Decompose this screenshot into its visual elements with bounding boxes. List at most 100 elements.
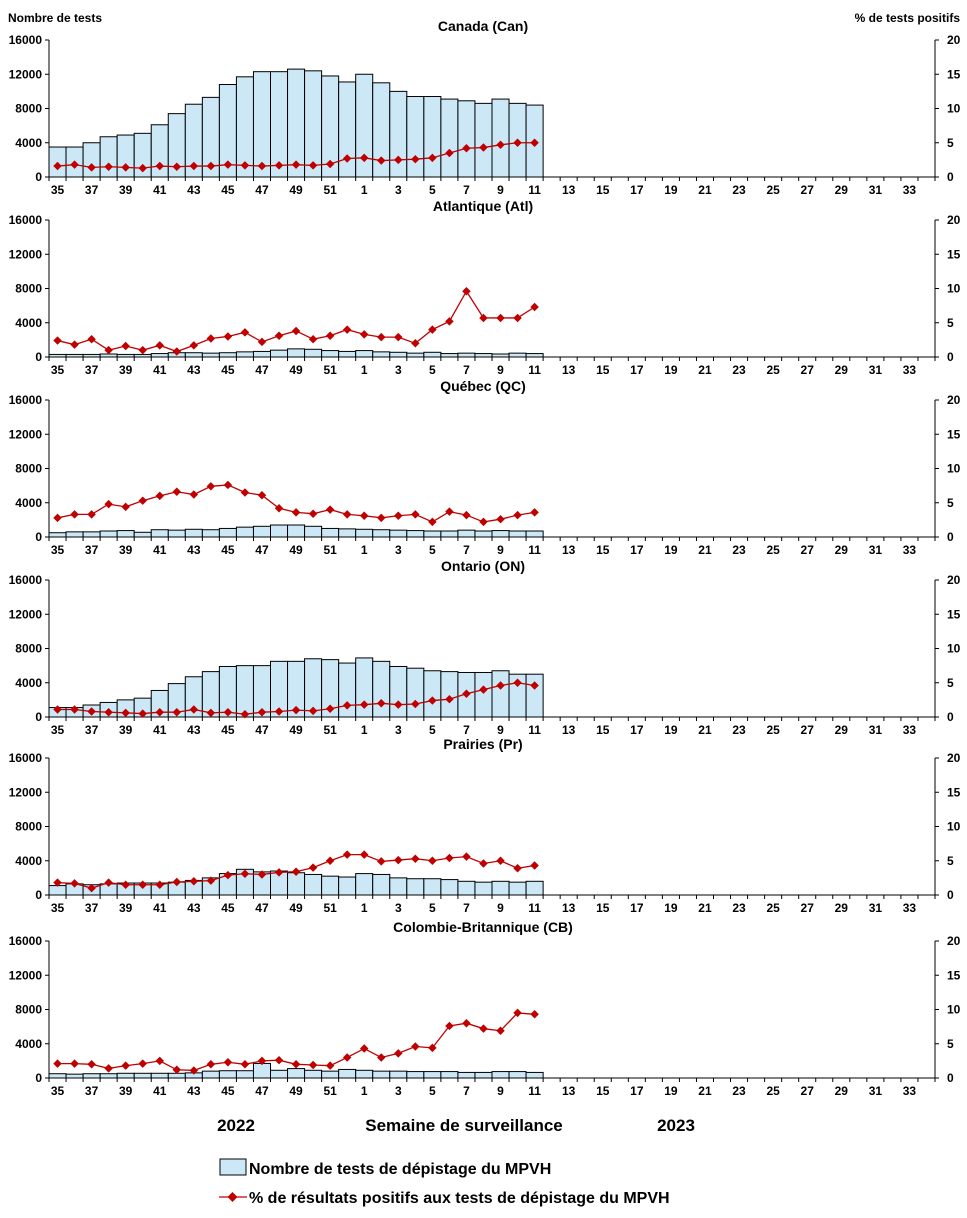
bar-week-50	[304, 348, 323, 358]
x-tick-label: 13	[562, 1084, 576, 1098]
y-right-tick-label: 20	[947, 213, 961, 227]
pct-point-week-48	[274, 503, 284, 513]
bar-week-48	[270, 524, 289, 538]
bar-week-40	[133, 531, 152, 538]
pct-point-week-10	[513, 678, 522, 687]
legend-line-marker	[227, 1192, 238, 1202]
x-tick-label: 13	[562, 363, 576, 377]
bar-week-5	[423, 530, 442, 538]
x-tick-label: 15	[596, 363, 610, 377]
x-tick-label: 19	[664, 183, 678, 197]
legend-line-label: % de résultats positifs aux tests de dép…	[249, 1190, 670, 1207]
pct-point-week-2	[377, 513, 386, 523]
panel-2: Atlantique (Atl) 0 4000 8000 12000 16000 0 5 10 1…	[9, 198, 961, 377]
x-tick-label: 35	[51, 1084, 65, 1098]
bar-week-11	[525, 880, 544, 896]
x-tick-label: 15	[596, 901, 610, 915]
bar-week-4	[406, 667, 425, 718]
x-tick-label: 13	[562, 723, 576, 737]
pct-point-week-38	[104, 1064, 113, 1073]
y-left-tick-label: 4000	[15, 1037, 42, 1051]
x-tick-label: 17	[630, 901, 644, 915]
bar-week-3	[389, 351, 408, 358]
pct-point-week-36	[70, 1059, 79, 1068]
pct-point-week-7	[462, 286, 471, 296]
bar-week-8	[474, 102, 493, 178]
y-left-tick-label: 12000	[9, 607, 43, 621]
bar-week-7	[457, 880, 476, 896]
y-right-tick-label: 15	[947, 968, 961, 982]
pct-point-week-35	[53, 161, 62, 171]
pct-point-week-50	[308, 509, 318, 518]
bar-week-2	[372, 529, 391, 538]
bar-week-2	[372, 660, 391, 718]
y-right-tick-label: 20	[947, 751, 961, 765]
y-left-tick-label: 12000	[9, 968, 43, 982]
pct-point-week-39	[121, 163, 130, 172]
x-tick-label: 27	[801, 1084, 815, 1098]
y-left-tick-label: 4000	[15, 496, 42, 510]
pct-point-week-42	[172, 1065, 182, 1075]
x-tick-label: 29	[835, 183, 849, 197]
pct-point-week-36	[70, 340, 79, 349]
pct-point-week-11	[530, 1010, 539, 1019]
x-tick-label: 3	[395, 183, 402, 197]
x-tick-label: 5	[429, 1084, 436, 1098]
pct-point-week-9	[496, 313, 505, 323]
y-right-tick-label: 5	[947, 496, 954, 510]
pct-point-week-2	[377, 332, 386, 342]
pct-point-week-52	[342, 154, 352, 163]
x-tick-label: 7	[463, 1084, 470, 1098]
bar-week-46	[235, 1070, 254, 1079]
bar-week-11	[525, 673, 544, 718]
bar-week-46	[235, 351, 254, 358]
y-left-tick-label: 4000	[15, 316, 42, 330]
y-right-tick-label: 5	[947, 676, 954, 690]
pct-point-week-50	[308, 334, 318, 344]
pct-point-week-39	[121, 341, 130, 351]
bar-week-37	[82, 531, 101, 538]
bar-week-51	[321, 350, 340, 358]
bar-week-1	[355, 873, 374, 896]
y-left-tick-label: 0	[35, 1071, 42, 1085]
bar-week-45	[218, 527, 237, 538]
x-tick-label: 27	[801, 183, 815, 197]
x-tick-label: 41	[153, 723, 167, 737]
y-right-tick-label: 15	[947, 427, 961, 441]
bar-week-47	[252, 350, 272, 358]
bar-week-42	[167, 529, 186, 538]
pct-point-week-4	[411, 154, 420, 164]
legend-bar-label: Nombre de tests de dépistage du MPVH	[249, 1161, 551, 1178]
y-right-tick-label: 0	[947, 170, 954, 184]
panel-title: Atlantique (Atl)	[433, 198, 533, 214]
x-tick-label: 27	[801, 723, 815, 737]
x-tick-label: 37	[85, 363, 99, 377]
y-left-label: Nombre de tests	[8, 11, 102, 25]
x-tick-label: 3	[395, 1084, 402, 1098]
y-left-tick-label: 8000	[15, 282, 42, 296]
pct-point-week-9	[496, 514, 505, 524]
pct-point-week-51	[325, 505, 335, 514]
bar-week-7	[457, 352, 476, 358]
bar-week-49	[287, 872, 306, 896]
pct-positive-line	[57, 289, 535, 353]
pct-point-week-10	[513, 313, 522, 323]
x-tick-label: 3	[395, 723, 402, 737]
x-tick-label: 39	[119, 901, 133, 915]
pct-point-week-49	[291, 326, 301, 336]
pct-point-week-40	[138, 496, 147, 505]
y-right-tick-label: 5	[947, 136, 954, 150]
pct-point-week-38	[104, 345, 113, 355]
x-tick-label: 51	[323, 543, 337, 557]
x-tick-label: 45	[221, 183, 235, 197]
x-tick-label: 19	[664, 901, 678, 915]
x-tick-label: 19	[664, 543, 678, 557]
x-tick-label: 33	[903, 1084, 917, 1098]
x-tick-label: 19	[664, 723, 678, 737]
bar-week-39	[116, 530, 135, 538]
pct-point-week-37	[87, 1060, 96, 1069]
pct-point-week-3	[394, 155, 403, 165]
pct-point-week-4	[411, 339, 420, 348]
x-tick-label: 39	[119, 723, 133, 737]
